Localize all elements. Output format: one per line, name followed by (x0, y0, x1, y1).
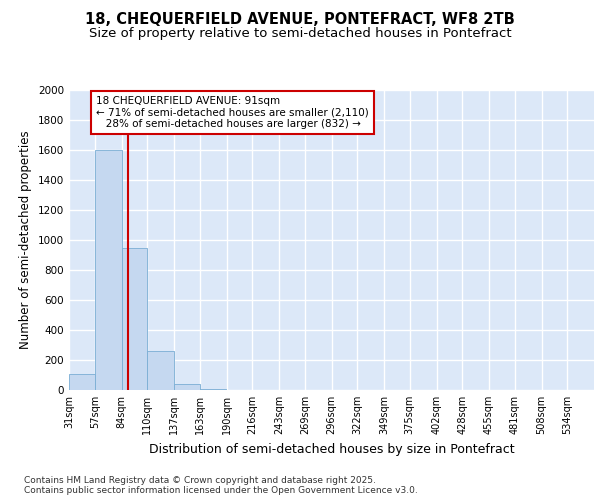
Text: 18, CHEQUERFIELD AVENUE, PONTEFRACT, WF8 2TB: 18, CHEQUERFIELD AVENUE, PONTEFRACT, WF8… (85, 12, 515, 28)
Bar (69, 374, 95, 390)
X-axis label: Distribution of semi-detached houses by size in Pontefract: Distribution of semi-detached houses by … (149, 442, 514, 456)
Bar (95, 150, 121, 390)
Bar (174, 384, 200, 390)
Bar (200, 389, 227, 390)
Text: 18 CHEQUERFIELD AVENUE: 91sqm
← 71% of semi-detached houses are smaller (2,110)
: 18 CHEQUERFIELD AVENUE: 91sqm ← 71% of s… (96, 96, 368, 129)
Text: Size of property relative to semi-detached houses in Pontefract: Size of property relative to semi-detach… (89, 28, 511, 40)
Bar (147, 351, 174, 390)
Bar (121, 248, 147, 390)
Y-axis label: Number of semi-detached properties: Number of semi-detached properties (19, 130, 32, 350)
Text: Contains HM Land Registry data © Crown copyright and database right 2025.
Contai: Contains HM Land Registry data © Crown c… (24, 476, 418, 495)
